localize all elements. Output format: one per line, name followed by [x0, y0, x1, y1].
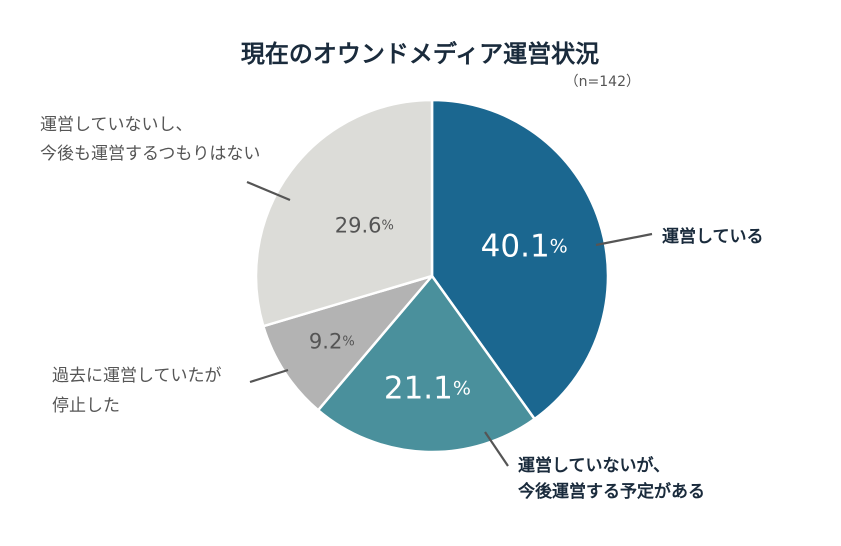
data-labels: 40.1% 21.1% 9.2% 29.6% [309, 214, 568, 407]
leader-line-3 [249, 368, 289, 384]
chart-sample-size: （n=142） [565, 74, 640, 90]
data-label-1: 40.1% [481, 228, 568, 264]
leader-line-4 [246, 180, 291, 202]
data-label-2: 21.1% [384, 371, 471, 407]
category-label-3: 過去に運営していたが停止した [52, 366, 222, 416]
category-label-1: 運営している [662, 226, 764, 247]
data-label-3: 9.2% [309, 329, 355, 353]
category-label-4: 運営していないし、今後も運営するつもりはない [40, 115, 260, 164]
pie-slice-2 [316, 274, 536, 454]
pie-slice-4 [254, 98, 434, 328]
leader-lines [246, 180, 653, 467]
leader-line-1 [595, 232, 653, 247]
chart-title: 現在のオウンドメディア運営状況 [241, 40, 599, 68]
pie-slice-1 [430, 98, 610, 421]
pie-slices [254, 98, 610, 454]
category-label-2: 運営していないが、今後運営する予定がある [518, 455, 705, 502]
data-label-4: 29.6% [335, 214, 394, 238]
leader-line-2 [484, 431, 509, 467]
